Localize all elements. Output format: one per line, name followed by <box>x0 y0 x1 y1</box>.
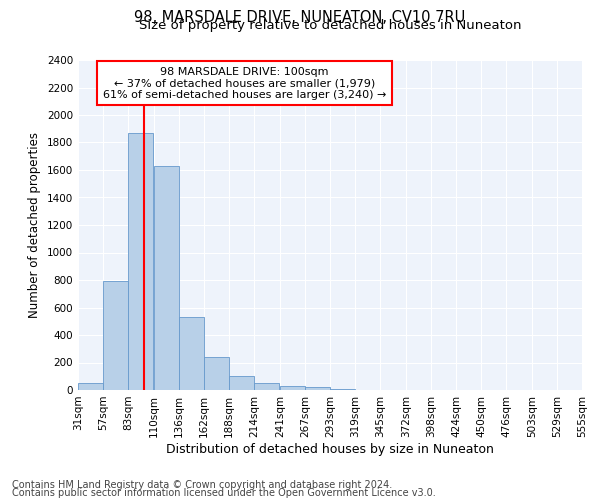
Bar <box>254 383 279 390</box>
Bar <box>128 133 153 390</box>
Bar <box>103 282 128 390</box>
Bar <box>330 388 355 390</box>
Bar <box>305 386 330 390</box>
Bar <box>179 317 204 390</box>
Bar <box>78 383 103 390</box>
Bar <box>154 166 179 390</box>
Text: 98 MARSDALE DRIVE: 100sqm
← 37% of detached houses are smaller (1,979)
61% of se: 98 MARSDALE DRIVE: 100sqm ← 37% of detac… <box>103 66 386 100</box>
Y-axis label: Number of detached properties: Number of detached properties <box>28 132 41 318</box>
X-axis label: Distribution of detached houses by size in Nuneaton: Distribution of detached houses by size … <box>166 442 494 456</box>
Text: Contains public sector information licensed under the Open Government Licence v3: Contains public sector information licen… <box>12 488 436 498</box>
Bar <box>204 357 229 390</box>
Text: 98, MARSDALE DRIVE, NUNEATON, CV10 7RU: 98, MARSDALE DRIVE, NUNEATON, CV10 7RU <box>134 10 466 25</box>
Text: Contains HM Land Registry data © Crown copyright and database right 2024.: Contains HM Land Registry data © Crown c… <box>12 480 392 490</box>
Bar <box>280 386 305 390</box>
Bar <box>229 376 254 390</box>
Title: Size of property relative to detached houses in Nuneaton: Size of property relative to detached ho… <box>139 20 521 32</box>
